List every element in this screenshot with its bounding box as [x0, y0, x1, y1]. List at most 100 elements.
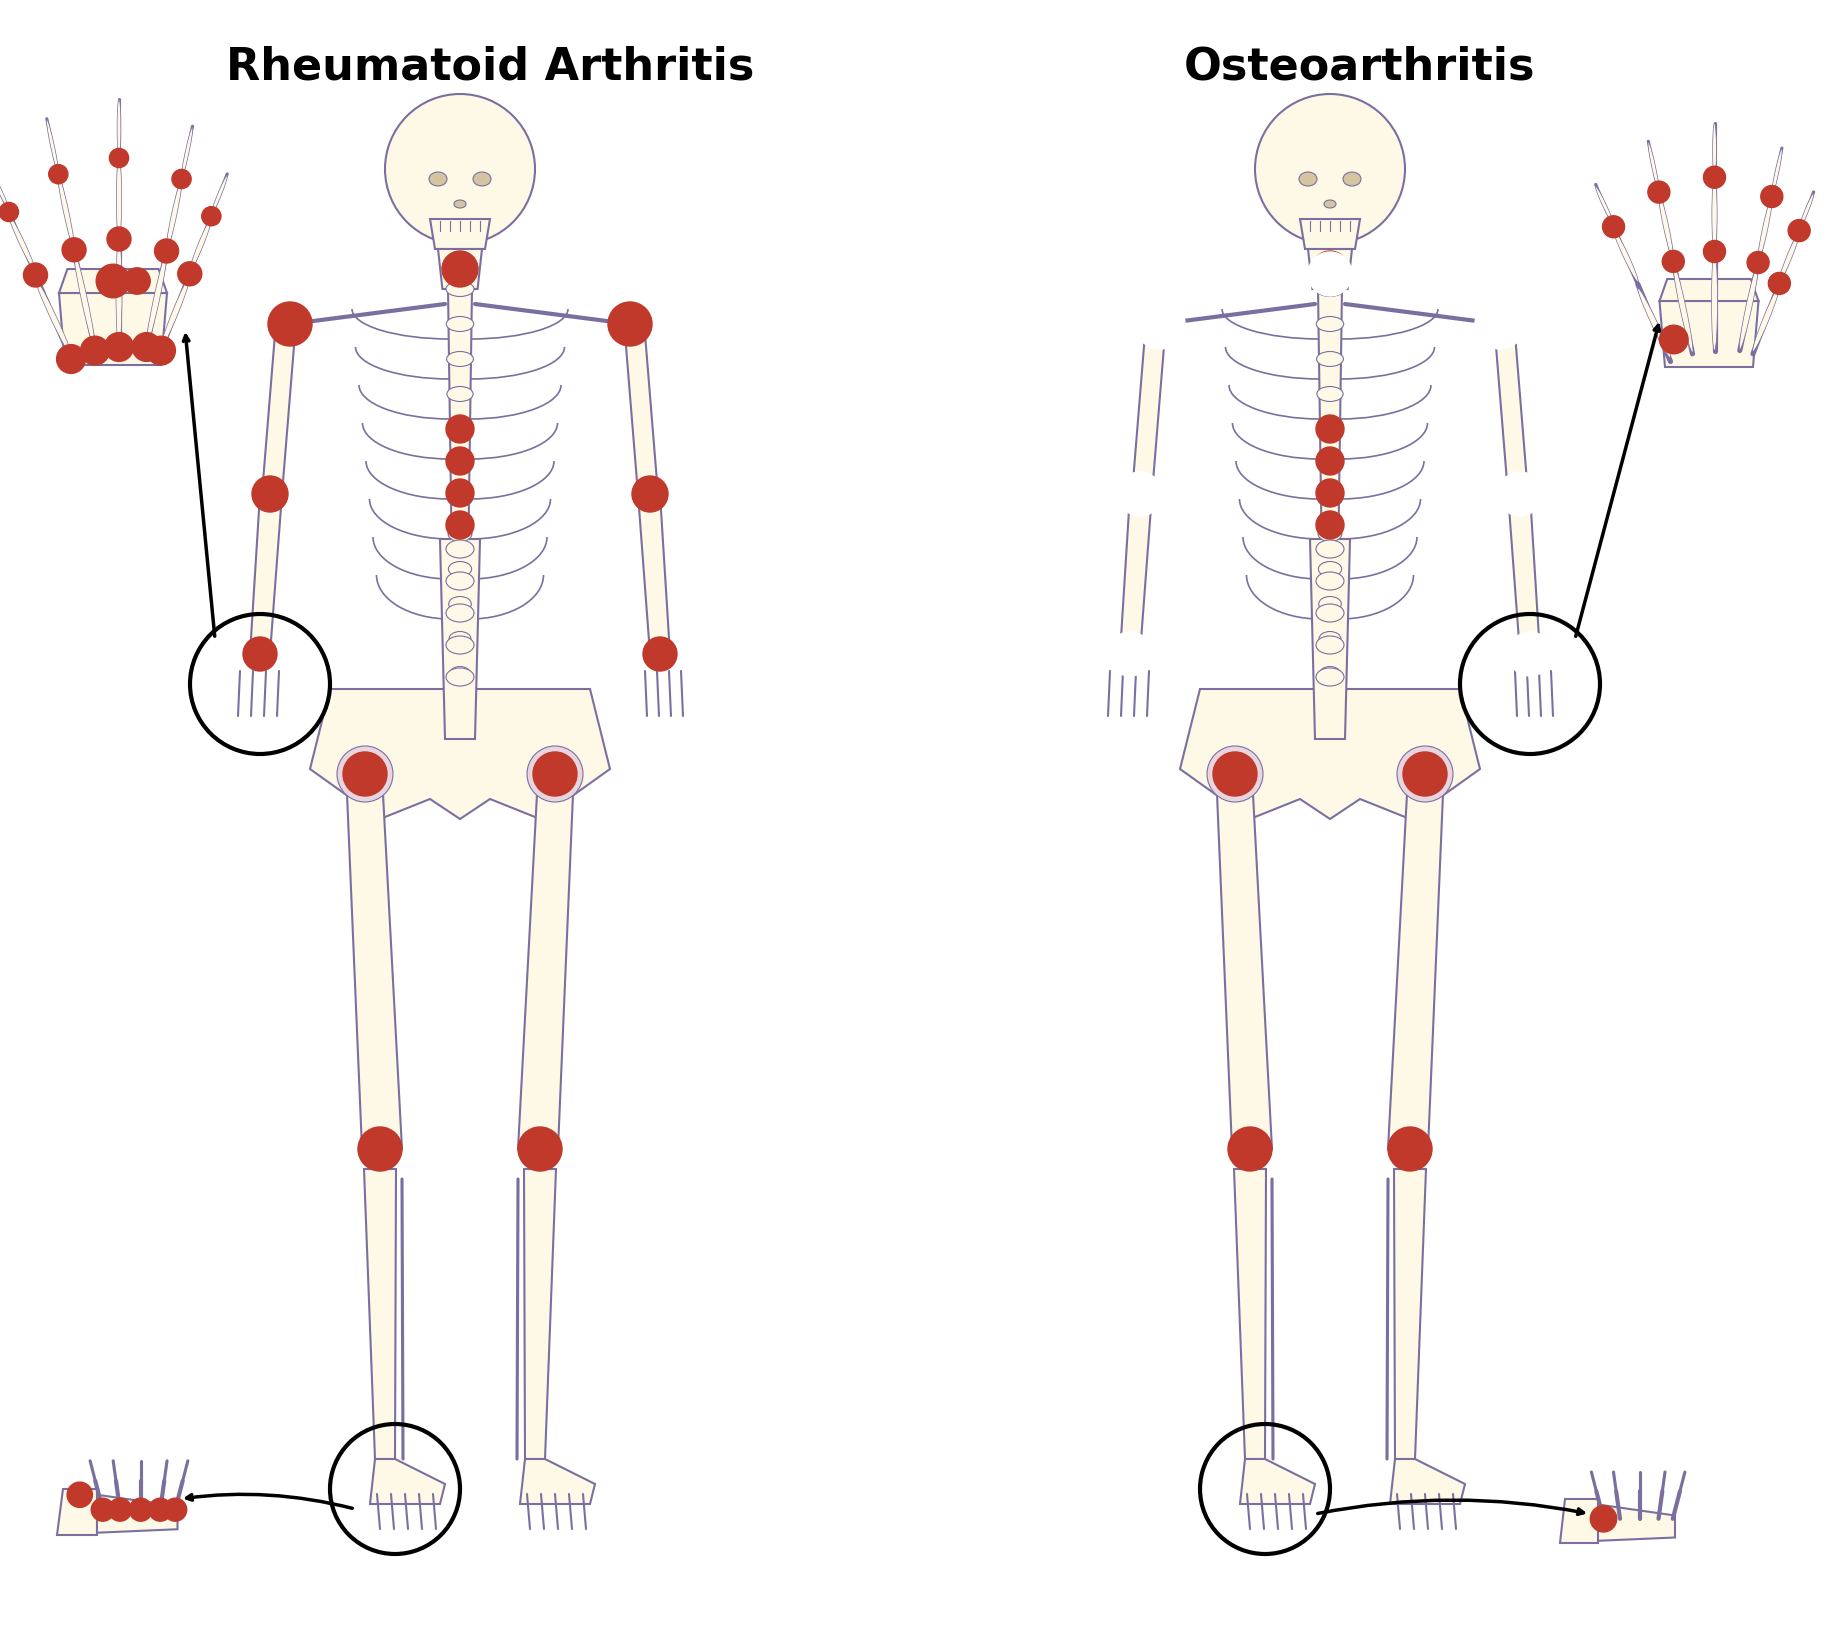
Polygon shape	[448, 290, 472, 569]
Circle shape	[243, 637, 276, 672]
Circle shape	[1113, 637, 1148, 672]
Circle shape	[446, 448, 473, 476]
Circle shape	[81, 337, 109, 365]
Circle shape	[48, 166, 68, 184]
Ellipse shape	[1319, 526, 1343, 543]
Ellipse shape	[1317, 318, 1343, 333]
Circle shape	[643, 637, 678, 672]
Ellipse shape	[448, 492, 472, 507]
Ellipse shape	[160, 277, 190, 349]
Circle shape	[1389, 1128, 1431, 1172]
Ellipse shape	[446, 605, 473, 623]
Circle shape	[1138, 303, 1183, 347]
Circle shape	[149, 1498, 171, 1521]
Circle shape	[1254, 95, 1405, 244]
Ellipse shape	[1319, 632, 1341, 647]
Ellipse shape	[1317, 422, 1343, 437]
Circle shape	[1501, 476, 1538, 513]
Ellipse shape	[212, 176, 227, 215]
Ellipse shape	[1649, 143, 1660, 192]
Ellipse shape	[1772, 150, 1783, 197]
Polygon shape	[1319, 290, 1343, 569]
Ellipse shape	[446, 282, 473, 297]
Circle shape	[1704, 241, 1726, 264]
Polygon shape	[57, 1490, 98, 1535]
Polygon shape	[346, 794, 402, 1149]
Circle shape	[203, 207, 221, 227]
Ellipse shape	[446, 572, 473, 590]
Polygon shape	[438, 249, 483, 290]
Circle shape	[109, 1498, 131, 1521]
Ellipse shape	[1315, 605, 1345, 623]
Ellipse shape	[1315, 572, 1345, 590]
Polygon shape	[370, 1459, 446, 1504]
Text: Rheumatoid Arthritis: Rheumatoid Arthritis	[227, 46, 753, 88]
Polygon shape	[637, 494, 670, 655]
Ellipse shape	[166, 181, 182, 251]
Circle shape	[66, 1482, 92, 1508]
Circle shape	[1477, 303, 1521, 347]
Circle shape	[1498, 473, 1542, 517]
Polygon shape	[1234, 1169, 1265, 1459]
Ellipse shape	[446, 541, 473, 559]
Polygon shape	[1660, 280, 1759, 302]
Polygon shape	[518, 794, 573, 1149]
Polygon shape	[1509, 494, 1540, 655]
Polygon shape	[1560, 1500, 1599, 1544]
Ellipse shape	[190, 218, 212, 272]
Ellipse shape	[1317, 388, 1343, 403]
Circle shape	[1315, 416, 1345, 443]
Text: Osteoarthritis: Osteoarthritis	[1184, 46, 1536, 88]
Polygon shape	[1300, 220, 1359, 249]
Ellipse shape	[1638, 289, 1671, 359]
Ellipse shape	[0, 170, 9, 210]
Ellipse shape	[448, 422, 473, 437]
Circle shape	[92, 1498, 114, 1521]
Polygon shape	[1218, 794, 1273, 1149]
Polygon shape	[519, 1459, 595, 1504]
Circle shape	[1315, 479, 1345, 507]
Polygon shape	[1660, 302, 1759, 368]
Circle shape	[1512, 637, 1547, 672]
Polygon shape	[440, 540, 481, 740]
Polygon shape	[251, 494, 282, 655]
Ellipse shape	[1317, 352, 1343, 367]
Polygon shape	[1181, 689, 1479, 820]
Circle shape	[518, 1128, 562, 1172]
Circle shape	[164, 1498, 186, 1521]
Ellipse shape	[46, 121, 59, 174]
Circle shape	[1704, 168, 1726, 189]
Circle shape	[1122, 476, 1159, 513]
Polygon shape	[1389, 794, 1442, 1149]
Circle shape	[1475, 300, 1525, 350]
Circle shape	[337, 747, 392, 802]
Circle shape	[1396, 747, 1453, 802]
Ellipse shape	[1315, 282, 1345, 297]
Circle shape	[1315, 448, 1345, 476]
Circle shape	[147, 337, 175, 365]
Circle shape	[1509, 632, 1553, 676]
Ellipse shape	[446, 318, 473, 333]
Circle shape	[1315, 512, 1345, 540]
Ellipse shape	[57, 176, 74, 249]
Circle shape	[1789, 220, 1811, 243]
Ellipse shape	[1324, 200, 1335, 209]
Polygon shape	[262, 334, 295, 494]
Ellipse shape	[453, 200, 466, 209]
Ellipse shape	[116, 240, 122, 347]
Ellipse shape	[1343, 173, 1361, 187]
Polygon shape	[1133, 334, 1164, 494]
Ellipse shape	[1800, 194, 1814, 230]
Ellipse shape	[1315, 637, 1345, 655]
Circle shape	[179, 262, 203, 287]
Ellipse shape	[446, 668, 473, 686]
Circle shape	[1603, 217, 1625, 238]
Ellipse shape	[1711, 253, 1717, 352]
Circle shape	[1135, 300, 1184, 350]
Circle shape	[0, 204, 18, 222]
Circle shape	[1649, 183, 1671, 204]
Ellipse shape	[1319, 667, 1341, 681]
Polygon shape	[1240, 1459, 1315, 1504]
Circle shape	[57, 346, 85, 375]
Ellipse shape	[181, 127, 193, 179]
